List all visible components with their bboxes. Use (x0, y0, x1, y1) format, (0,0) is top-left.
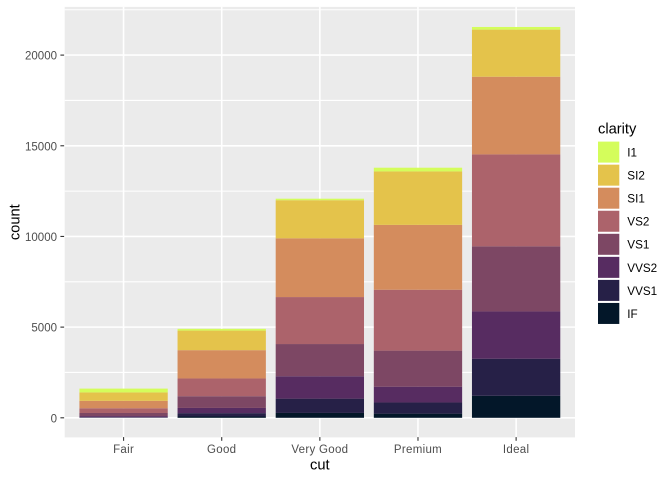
svg-text:VVS1: VVS1 (627, 285, 657, 298)
svg-text:Premium: Premium (394, 444, 442, 456)
svg-text:SI1: SI1 (627, 193, 645, 206)
svg-text:count: count (8, 204, 24, 240)
svg-text:cut: cut (310, 457, 330, 473)
svg-text:SI2: SI2 (627, 170, 645, 183)
svg-text:Good: Good (207, 444, 236, 456)
svg-text:VS1: VS1 (627, 239, 649, 252)
svg-text:0: 0 (51, 413, 57, 425)
svg-text:Fair: Fair (113, 444, 134, 456)
svg-text:Very Good: Very Good (291, 444, 348, 456)
svg-text:VS2: VS2 (627, 216, 649, 229)
svg-text:clarity: clarity (598, 122, 637, 138)
svg-text:I1: I1 (627, 147, 637, 160)
svg-text:VVS2: VVS2 (627, 262, 657, 275)
svg-text:20000: 20000 (25, 51, 57, 63)
svg-text:15000: 15000 (25, 141, 57, 153)
svg-text:5000: 5000 (31, 323, 57, 335)
svg-text:10000: 10000 (25, 232, 57, 244)
svg-text:IF: IF (627, 308, 637, 321)
svg-text:Ideal: Ideal (503, 444, 529, 456)
